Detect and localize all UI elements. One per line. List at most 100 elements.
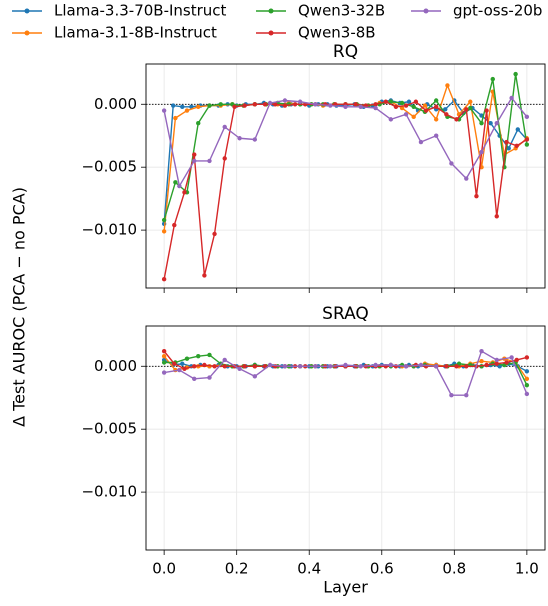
point [433, 98, 439, 103]
x-tick-label: 0.0 [152, 560, 176, 578]
legend-marker [268, 30, 274, 36]
point [353, 102, 358, 107]
legend-marker [268, 8, 274, 14]
x-tick-label: 1.0 [515, 560, 539, 578]
point [328, 103, 333, 108]
point [494, 357, 499, 363]
point [373, 105, 378, 111]
point [433, 104, 439, 109]
point [202, 273, 207, 278]
point [504, 139, 509, 145]
point [172, 222, 177, 228]
point [252, 374, 258, 379]
point [184, 108, 190, 113]
point [161, 354, 167, 359]
point [449, 161, 454, 166]
point [172, 361, 177, 366]
point [161, 217, 167, 223]
point [192, 376, 197, 382]
point [433, 117, 439, 122]
point [514, 143, 519, 148]
point [184, 356, 190, 361]
plot-frame [145, 63, 546, 289]
point [515, 127, 520, 132]
point [464, 107, 469, 112]
point [403, 103, 409, 108]
point [212, 364, 217, 369]
point [464, 176, 469, 181]
legend-label: Qwen3-8B [298, 24, 376, 42]
point [202, 362, 207, 368]
legend-label: gpt-oss-20b [453, 2, 542, 20]
point [222, 364, 227, 369]
legend-marker [24, 30, 30, 36]
point [161, 229, 167, 234]
point [479, 348, 484, 354]
point [399, 105, 405, 111]
point [196, 120, 201, 126]
point [449, 393, 454, 398]
point [189, 104, 194, 109]
point [218, 102, 223, 107]
point [445, 83, 450, 88]
point [484, 108, 489, 113]
point [237, 366, 242, 371]
point [524, 391, 530, 397]
point [207, 103, 212, 108]
point [161, 108, 167, 113]
point [468, 105, 473, 111]
y-tick-label: −0.010 [81, 483, 137, 501]
y-tick-label: −0.010 [81, 221, 137, 239]
point [479, 120, 484, 126]
point [524, 114, 530, 120]
point [173, 115, 178, 121]
y-tick-label: 0.000 [94, 95, 137, 113]
point [212, 231, 217, 237]
point [207, 375, 212, 380]
point [222, 357, 227, 363]
legend-label: Qwen3-32B [298, 2, 385, 20]
point [242, 364, 247, 369]
point [177, 183, 182, 189]
point [177, 367, 182, 373]
point [192, 364, 197, 369]
point [393, 104, 399, 109]
panel-title: RQ [333, 42, 358, 62]
point [468, 99, 473, 104]
point [180, 104, 185, 109]
point [513, 71, 518, 77]
point [388, 99, 394, 104]
point [388, 117, 394, 122]
point [282, 98, 288, 103]
point [444, 112, 449, 117]
point [297, 364, 303, 369]
point [161, 370, 167, 375]
point [413, 99, 419, 104]
point [418, 362, 424, 368]
point [524, 137, 530, 142]
point [171, 103, 176, 108]
point [514, 357, 519, 363]
point [411, 104, 416, 109]
point [524, 369, 530, 374]
point [422, 103, 428, 108]
point [192, 158, 197, 164]
point [433, 133, 439, 138]
point [454, 117, 459, 122]
point [464, 364, 469, 369]
x-tick-label: 0.8 [442, 560, 466, 578]
point [161, 276, 167, 282]
point [161, 348, 167, 354]
point [196, 104, 201, 109]
point [242, 103, 247, 108]
series-line [163, 73, 528, 221]
point [509, 95, 514, 101]
point [192, 152, 197, 157]
point [504, 360, 509, 365]
y-tick-label: 0.000 [94, 357, 137, 375]
point [358, 104, 363, 109]
point [222, 156, 227, 161]
plot-frame [145, 325, 546, 551]
point [161, 360, 167, 365]
